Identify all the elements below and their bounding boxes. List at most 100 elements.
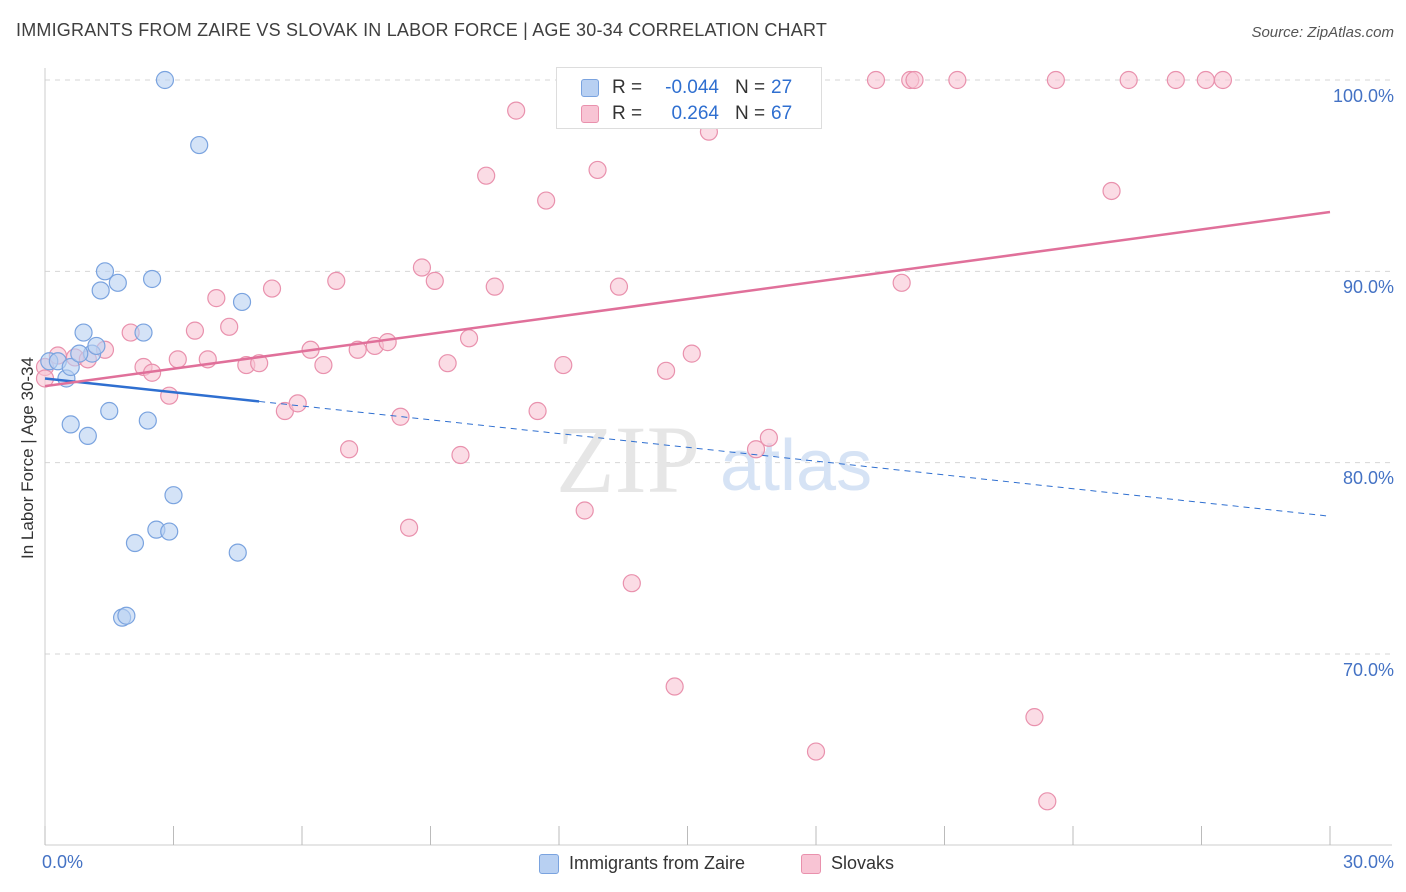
slovak-point-60 [1046,70,1065,90]
gridlines [45,79,1392,655]
zaire-point-10 [95,262,115,281]
zaire-point-22 [164,486,183,505]
slovak-point-25 [378,333,397,352]
zaire-n-value: 27 [771,77,793,98]
zaire-point-15 [125,533,145,553]
slovak-point-9 [168,350,187,369]
slovak-point-21 [327,271,346,290]
slovak-point-50 [746,440,766,459]
legend-zaire-swatch [539,854,559,874]
zaire-point-12 [108,273,127,292]
slovak-point-61 [1102,181,1121,201]
slovak-point-56 [905,70,924,90]
zaire-point-25 [232,292,252,312]
slovak-swatch [581,105,599,123]
watermark-zip: ZIP [556,406,700,513]
legend-zaire-label: Immigrants from Zaire [569,853,746,873]
zaire-point-4 [61,415,80,434]
slovak-point-57 [948,70,967,90]
slovak-point-16 [262,279,282,298]
slovak-point-18 [288,394,307,413]
zaire-r-value: -0.044 [665,77,719,98]
slovak-point-62 [1119,70,1138,90]
axes [44,68,1392,846]
x-tick-label-max: 30.0% [1342,852,1394,872]
zaire-n-label: N = [735,77,766,98]
zaire-point-23 [190,135,209,155]
zaire-trend-extension [259,400,1331,517]
slovak-point-36 [528,401,547,421]
zaire-point-14 [117,606,136,625]
slovak-n-value: 67 [771,103,793,124]
slovak-point-38 [554,355,573,375]
legend-slovak-swatch [801,854,821,874]
slovak-point-28 [412,258,432,277]
zaire-point-20 [155,70,175,90]
slovak-point-12 [207,289,226,308]
slovak-point-54 [892,273,911,292]
x-tick-label-min: 0.0% [42,852,84,872]
slovak-point-52 [806,742,826,761]
slovak-point-13 [220,317,239,336]
slovak-point-26 [391,407,410,426]
slovak-point-22 [340,440,359,459]
zaire-swatch [581,79,599,97]
zaire-point-5 [74,323,93,342]
slovak-point-30 [438,354,457,373]
zaire-point-18 [142,269,162,289]
zaire-r-label: R = [612,77,643,98]
zaire-point-24 [228,543,247,562]
chart-title: IMMIGRANTS FROM ZAIRE VS SLOVAK IN LABOR… [16,20,828,40]
zaire-point-21 [160,522,179,541]
zaire-point-26 [70,344,89,363]
zaire-point-17 [138,411,157,430]
slovak-point-46 [665,677,684,696]
slovak-point-59 [1038,792,1057,811]
slovak-point-37 [537,191,556,210]
watermark-atlas: atlas [720,426,872,506]
correlation-stats-box: R = -0.044 N = 27 R = 0.264 N = 67 [556,67,822,129]
zaire-point-8 [87,336,106,356]
slovak-r-label: R = [612,103,643,124]
slovak-point-8 [160,386,179,405]
zaire-point-3 [61,357,80,377]
y-tick-label-80: 80.0% [1342,468,1394,488]
y-tick-label-100: 100.0% [1332,86,1394,106]
slovak-r-value: 0.264 [671,103,719,124]
legend-slovak-label: Slovaks [831,853,895,873]
slovak-point-43 [622,574,641,593]
y-tick-label-70: 70.0% [1342,660,1394,680]
zaire-point-11 [100,401,119,421]
slovak-point-65 [1213,70,1233,90]
zaire-point-9 [91,281,110,300]
slovak-point-40 [575,501,594,520]
slovak-point-64 [1196,70,1215,90]
slovak-trend-line [44,210,1331,388]
slovak-point-47 [682,344,701,363]
zaire-point-6 [78,426,97,445]
source-label: Source: ZipAtlas.com [1251,24,1394,41]
slovak-point-27 [399,518,419,537]
watermark: ZIP atlas [556,406,872,513]
slovak-point-58 [1025,708,1044,727]
y-axis-title: In Labor Force | Age 30-34 [18,357,37,559]
slovak-point-32 [459,329,479,348]
chart-legend: Immigrants from Zaire Slovaks [0,852,1406,878]
slovak-point-31 [451,445,470,465]
y-tick-label-90: 90.0% [1342,277,1394,297]
slovak-point-53 [866,70,886,90]
slovak-point-45 [656,361,676,380]
slovak-point-63 [1166,70,1185,90]
slovak-point-10 [185,321,205,340]
slovak-point-35 [507,101,526,120]
slovak-n-label: N = [735,103,766,124]
slovak-point-42 [609,277,629,296]
slovak-point-20 [314,355,333,375]
slovak-point-41 [588,160,607,180]
slovak-point-29 [425,271,444,290]
slovak-point-34 [485,277,504,296]
trend-lines [44,210,1331,517]
zaire-point-16 [134,323,153,342]
slovak-point-51 [759,428,778,447]
